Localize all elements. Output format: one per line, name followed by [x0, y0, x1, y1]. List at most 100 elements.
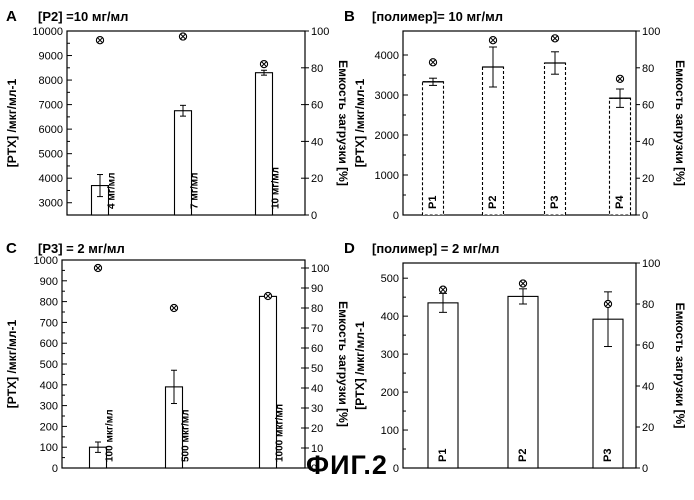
panel-title: [P2] =10 мг/мл	[38, 9, 128, 24]
y-tick-label: 700	[40, 317, 58, 329]
y2-tick-label: 60	[642, 100, 654, 112]
y-tick-label: 500	[40, 359, 58, 371]
loading-capacity-marker	[616, 75, 623, 82]
bar	[508, 296, 538, 468]
y-axis-title: [PTX] /мкг/мл-1	[5, 78, 19, 167]
y2-tick-label: 30	[311, 403, 323, 415]
bar	[423, 82, 444, 215]
bar-label: 10 мг/мл	[271, 167, 282, 209]
loading-capacity-marker	[439, 286, 446, 293]
y2-tick-label: 0	[642, 210, 648, 222]
panel-letter: C	[6, 240, 17, 257]
y-tick-label: 200	[40, 421, 58, 433]
y-tick-label: 9000	[39, 51, 63, 63]
y-axis-title: [PTX] /мкг/мл-1	[5, 319, 19, 408]
y-tick-label: 4000	[39, 173, 63, 185]
chart-panel-d: D[полимер] = 2 мг/мл01002003004005000204…	[344, 240, 687, 475]
y2-tick-label: 100	[642, 258, 660, 270]
loading-capacity-marker	[260, 61, 267, 68]
y2-tick-label: 80	[642, 63, 654, 75]
y-tick-label: 400	[40, 380, 58, 392]
y2-tick-label: 80	[642, 299, 654, 311]
y-tick-label: 800	[40, 297, 58, 309]
loading-capacity-marker	[429, 59, 436, 66]
y-tick-label: 3000	[375, 90, 399, 102]
chart-panel-c: C[P3] = 2 мг/мл0100200300400500600700800…	[5, 240, 350, 475]
y-tick-label: 0	[393, 210, 399, 222]
y-tick-label: 6000	[39, 124, 63, 136]
bar-label: 4 мг/мл	[107, 173, 118, 209]
y2-tick-label: 90	[311, 283, 323, 295]
y2-tick-label: 0	[311, 210, 317, 222]
y-tick-label: 300	[40, 401, 58, 413]
y-tick-label: 5000	[39, 149, 63, 161]
loading-capacity-marker	[170, 304, 177, 311]
chart-panel-b: B [полимер]= 10 мг/мл 0 1000 2000 3000 4000 0 20…	[344, 8, 687, 222]
y2-tick-label: 50	[311, 363, 323, 375]
bar-label: P2	[487, 196, 499, 209]
loading-capacity-marker	[179, 33, 186, 40]
y2-tick-label: 100	[311, 26, 329, 38]
y2-tick-label: 60	[642, 340, 654, 352]
y2-tick-label: 20	[311, 423, 323, 435]
y2-tick-label: 40	[642, 381, 654, 393]
y2-tick-label: 20	[642, 422, 654, 434]
y2-tick-label: 40	[311, 136, 323, 148]
panel-letter: B	[344, 8, 355, 25]
y-tick-label: 1000	[34, 255, 58, 267]
bar-label: P1	[427, 196, 439, 209]
y-tick-label: 2000	[375, 130, 399, 142]
bar-label: P3	[549, 196, 561, 209]
y-tick-label: 1000	[375, 170, 399, 182]
y2-axis-title: Емкость загрузки [%]	[336, 301, 350, 427]
bar	[428, 303, 458, 468]
panel-letter: A	[6, 8, 17, 25]
y2-axis-title: Емкость загрузки [%]	[336, 60, 350, 186]
y-tick-label: 4000	[375, 50, 399, 62]
y2-axis-title: Емкость загрузки [%]	[673, 303, 687, 429]
bar-label: P4	[614, 195, 626, 209]
figure-caption: ФИГ.2	[0, 450, 694, 481]
y-axis-title: [PTX] /мкг/мл-1	[353, 78, 367, 167]
y2-tick-label: 60	[311, 343, 323, 355]
y-tick-label: 10000	[32, 26, 63, 38]
panel-title: [полимер] = 2 мг/мл	[372, 241, 499, 256]
bar	[545, 63, 566, 215]
y-tick-label: 7000	[39, 100, 63, 112]
y2-tick-label: 40	[311, 383, 323, 395]
y2-tick-label: 100	[642, 26, 660, 38]
y2-tick-label: 20	[642, 173, 654, 185]
y-tick-label: 900	[40, 276, 58, 288]
y-tick-label: 400	[381, 311, 399, 323]
loading-capacity-marker	[264, 292, 271, 299]
y2-tick-label: 20	[311, 173, 323, 185]
y2-tick-label: 80	[311, 63, 323, 75]
panel-letter: D	[344, 240, 355, 257]
loading-capacity-marker	[551, 35, 558, 42]
loading-capacity-marker	[94, 264, 101, 271]
y-tick-label: 200	[381, 387, 399, 399]
loading-capacity-marker	[96, 37, 103, 44]
y-tick-label: 100	[381, 425, 399, 437]
y2-tick-label: 40	[642, 136, 654, 148]
y-axis-title: [PTX] /мкг/мл-1	[353, 321, 367, 410]
y2-tick-label: 60	[311, 100, 323, 112]
y-tick-label: 8000	[39, 75, 63, 87]
y2-axis-title: Емкость загрузки [%]	[673, 60, 687, 186]
panel-title: [P3] = 2 мг/мл	[38, 241, 125, 256]
y2-tick-label: 100	[311, 263, 329, 275]
y2-tick-label: 70	[311, 323, 323, 335]
bar	[483, 67, 504, 215]
y-tick-label: 500	[381, 273, 399, 285]
loading-capacity-marker	[604, 300, 611, 307]
chart-panel-a: A [P2] =10 мг/мл 3000 4000 5000 6000 7000 8000 9…	[5, 8, 350, 222]
y-tick-label: 600	[40, 338, 58, 350]
y-tick-label: 300	[381, 349, 399, 361]
y2-tick-label: 80	[311, 303, 323, 315]
y-tick-label: 3000	[39, 198, 63, 210]
loading-capacity-marker	[489, 37, 496, 44]
bar-label: 7 мг/мл	[190, 173, 201, 209]
loading-capacity-marker	[519, 280, 526, 287]
panel-title: [полимер]= 10 мг/мл	[372, 9, 503, 24]
